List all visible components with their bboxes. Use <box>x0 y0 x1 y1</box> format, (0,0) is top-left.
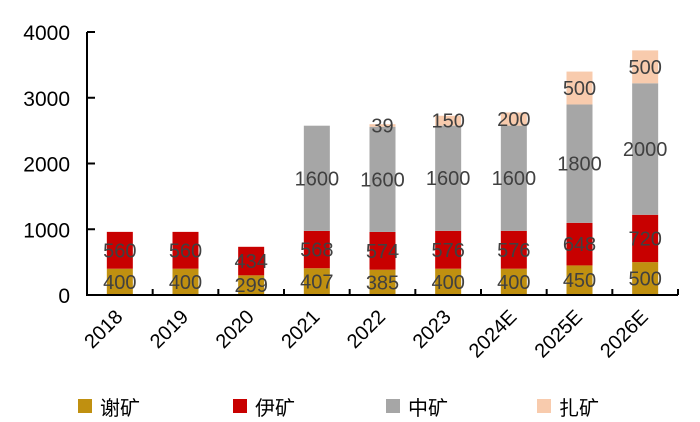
bar-segment <box>632 262 659 295</box>
data-label: 648 <box>563 234 596 256</box>
bar-segment <box>566 222 593 266</box>
bar-segment <box>369 126 396 232</box>
legend-label-zhong: 中矿 <box>408 395 448 420</box>
data-label: 39 <box>371 115 393 137</box>
data-label: 1600 <box>492 168 537 190</box>
data-label: 400 <box>431 272 464 294</box>
legend: 谢矿 伊矿 中矿 扎矿 <box>78 392 698 420</box>
bar-segment <box>303 230 330 269</box>
bar-segment <box>106 231 133 269</box>
x-tick-label: 2022 <box>343 306 390 353</box>
bar-segment <box>632 214 659 263</box>
data-label: 385 <box>366 272 399 294</box>
bar-segment <box>500 268 527 295</box>
bar-segment <box>435 115 462 126</box>
data-label: 299 <box>234 275 267 297</box>
bar-segment <box>172 268 199 295</box>
data-label: 576 <box>497 240 530 262</box>
data-label: 407 <box>300 272 333 294</box>
data-label: 1600 <box>295 168 340 190</box>
y-tick-label: 2000 <box>23 154 70 177</box>
legend-swatch-zhong <box>386 399 400 413</box>
data-label: 150 <box>431 111 464 133</box>
data-label: 1600 <box>426 168 471 190</box>
legend-swatch-xie <box>78 399 92 413</box>
data-label: 500 <box>628 57 661 79</box>
x-tick-label: 2026E <box>596 306 652 362</box>
bar-segment <box>566 265 593 295</box>
bar-segment <box>566 104 593 223</box>
y-tick-label: 3000 <box>23 88 70 111</box>
legend-swatch-zha <box>537 399 551 413</box>
legend-item-zhong: 中矿 <box>386 392 448 420</box>
x-tick-label: 2024E <box>465 306 521 362</box>
bar-segment <box>500 125 527 231</box>
bar-segment <box>500 230 527 269</box>
x-tick-label: 2021 <box>277 306 324 353</box>
bar-segment <box>566 71 593 105</box>
bar-segment <box>303 268 330 295</box>
bar-segment <box>632 50 659 84</box>
bar-segment <box>303 125 330 231</box>
data-label: 450 <box>563 270 596 292</box>
data-label: 574 <box>366 241 399 263</box>
bar-segment <box>435 268 462 295</box>
bar-segment <box>238 275 265 295</box>
data-label: 200 <box>497 109 530 131</box>
data-label: 1600 <box>360 169 405 191</box>
data-label: 400 <box>103 272 136 294</box>
y-tick-label: 1000 <box>23 219 70 242</box>
legend-label-yi: 伊矿 <box>255 395 295 420</box>
legend-item-xie: 谢矿 <box>78 392 140 420</box>
x-tick-label: 2018 <box>80 306 127 353</box>
x-tick-label: 2020 <box>212 306 259 353</box>
data-label: 1800 <box>557 154 602 176</box>
data-label: 500 <box>628 269 661 291</box>
data-label: 434 <box>234 251 267 273</box>
bar-segment <box>500 112 527 126</box>
data-label: 400 <box>497 272 530 294</box>
bar-segment <box>238 246 265 276</box>
legend-label-xie: 谢矿 <box>100 395 140 420</box>
bar-segment <box>435 125 462 231</box>
y-tick-label: 4000 <box>23 22 70 45</box>
data-label: 560 <box>103 240 136 262</box>
legend-label-zha: 扎矿 <box>559 395 599 420</box>
data-label: 2000 <box>623 139 668 161</box>
x-tick-label: 2019 <box>146 306 193 353</box>
y-tick-label: 0 <box>58 285 70 308</box>
x-tick-label: 2025E <box>531 306 587 362</box>
data-label: 400 <box>169 272 202 294</box>
data-label: 560 <box>169 240 202 262</box>
bar-segment <box>369 231 396 270</box>
legend-swatch-yi <box>233 399 247 413</box>
bar-segment <box>106 268 133 295</box>
bar-segment <box>369 124 396 127</box>
bar-segment <box>369 269 396 295</box>
data-label: 500 <box>563 78 596 100</box>
bar-segment <box>435 230 462 269</box>
legend-item-zha: 扎矿 <box>537 392 599 420</box>
bar-segment <box>172 231 199 269</box>
legend-item-yi: 伊矿 <box>233 392 295 420</box>
bar-segment <box>632 83 659 215</box>
data-label: 576 <box>431 240 464 262</box>
x-tick-label: 2023 <box>409 306 456 353</box>
data-label: 568 <box>300 240 333 262</box>
data-label: 720 <box>628 228 661 250</box>
bars-layer <box>106 50 659 295</box>
